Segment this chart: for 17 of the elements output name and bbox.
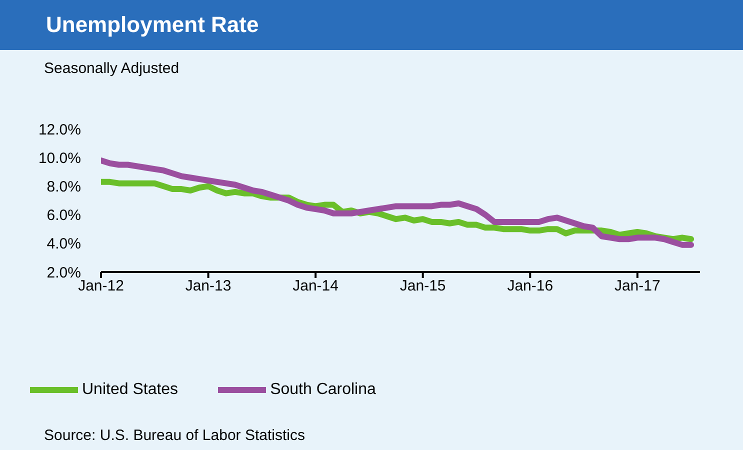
- x-tick-label: Jan-13: [185, 278, 232, 295]
- chart-subtitle: Seasonally Adjusted: [44, 60, 180, 77]
- chart-title: Unemployment Rate: [0, 0, 743, 50]
- y-tick-label: 2.0%: [46, 264, 81, 282]
- y-tick-label: 10.0%: [38, 150, 81, 167]
- y-tick-label: 8.0%: [46, 178, 81, 196]
- legend-label: United States: [82, 381, 178, 398]
- x-tick-label: Jan-14: [292, 278, 339, 295]
- x-tick-label: Jan-12: [78, 278, 124, 295]
- x-tick-label: Jan-15: [400, 278, 446, 295]
- source-note: Source: U.S. Bureau of Labor Statistics: [44, 427, 305, 444]
- x-tick-label: Jan-17: [614, 278, 660, 295]
- x-tick-label: Jan-16: [507, 278, 554, 295]
- y-tick-label: 12.0%: [38, 121, 81, 138]
- y-tick-label: 6.0%: [46, 207, 81, 224]
- legend-label: South Carolina: [270, 381, 376, 398]
- y-tick-label: 4.0%: [46, 236, 81, 253]
